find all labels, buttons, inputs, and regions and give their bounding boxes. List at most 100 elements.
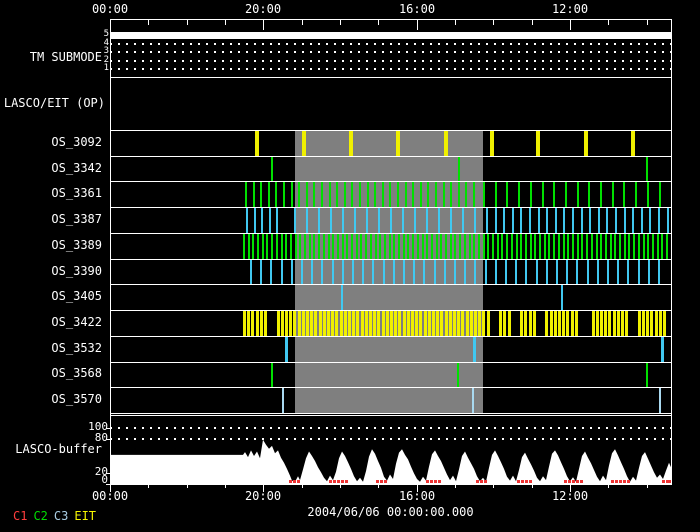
event-mark xyxy=(248,233,250,259)
event-mark xyxy=(268,182,270,208)
tm-submode-value-bar xyxy=(110,31,671,39)
event-mark xyxy=(264,311,267,336)
row-divider xyxy=(110,207,672,209)
event-mark xyxy=(572,233,574,259)
event-mark xyxy=(650,311,653,336)
event-mark xyxy=(282,388,284,413)
event-mark xyxy=(301,259,303,285)
event-mark xyxy=(474,208,476,233)
event-mark xyxy=(544,233,546,259)
event-mark xyxy=(370,233,372,259)
event-mark xyxy=(346,233,348,259)
event-mark xyxy=(597,259,599,285)
event-mark xyxy=(374,182,376,208)
event-mark xyxy=(444,131,448,156)
buffer-red-mark xyxy=(572,480,575,483)
event-mark xyxy=(412,182,414,208)
event-mark xyxy=(625,311,628,336)
time-label-bottom: 00:00 xyxy=(91,489,129,503)
event-mark xyxy=(247,311,250,336)
event-mark xyxy=(628,233,630,259)
event-mark xyxy=(295,233,297,259)
event-mark xyxy=(490,131,494,156)
event-mark xyxy=(306,208,308,233)
event-mark xyxy=(598,208,600,233)
event-mark xyxy=(561,285,563,311)
buffer-red-mark xyxy=(289,480,292,483)
event-mark xyxy=(659,311,662,336)
event-mark xyxy=(450,182,452,208)
event-mark xyxy=(612,182,614,208)
time-label-bottom: 12:00 xyxy=(551,489,589,503)
buffer-red-mark xyxy=(525,480,528,483)
row-divider xyxy=(110,155,672,157)
event-mark xyxy=(659,388,661,413)
event-mark xyxy=(327,311,330,336)
time-label-top: 20:00 xyxy=(244,2,282,16)
shaded-time-region xyxy=(295,130,483,414)
plot-left-edge xyxy=(110,19,111,485)
event-mark xyxy=(419,311,422,336)
event-mark xyxy=(483,233,485,259)
tm-submode-scale-label: 4 xyxy=(103,37,109,48)
event-mark xyxy=(478,311,481,336)
event-mark xyxy=(299,233,301,259)
event-mark xyxy=(655,311,658,336)
event-mark xyxy=(291,259,293,285)
event-mark xyxy=(575,311,578,336)
buffer-red-mark xyxy=(568,480,571,483)
event-mark xyxy=(530,233,532,259)
event-mark xyxy=(473,233,475,259)
event-mark xyxy=(290,233,292,259)
event-mark xyxy=(415,311,418,336)
tm-submode-gridline xyxy=(110,68,671,70)
event-mark xyxy=(482,311,485,336)
event-mark xyxy=(558,311,561,336)
time-tick-bottom xyxy=(378,484,379,488)
event-mark xyxy=(501,233,503,259)
event-mark xyxy=(469,233,471,259)
event-mark xyxy=(323,311,326,336)
event-mark xyxy=(309,233,311,259)
event-mark xyxy=(281,259,283,285)
event-mark xyxy=(271,362,273,388)
event-mark xyxy=(485,259,487,285)
event-mark xyxy=(402,208,404,233)
event-mark xyxy=(621,311,624,336)
event-mark xyxy=(474,259,476,285)
panel-divider xyxy=(110,413,672,414)
time-label-top: 16:00 xyxy=(398,2,436,16)
event-mark xyxy=(422,233,424,259)
event-mark xyxy=(592,311,595,336)
event-mark xyxy=(252,233,254,259)
event-mark xyxy=(624,233,626,259)
event-mark xyxy=(503,311,506,336)
event-mark xyxy=(610,233,612,259)
buffer-red-mark xyxy=(329,480,332,483)
event-mark xyxy=(260,311,263,336)
event-mark xyxy=(663,311,666,336)
event-mark xyxy=(366,208,368,233)
event-mark xyxy=(243,311,246,336)
event-mark xyxy=(365,311,368,336)
event-mark xyxy=(577,233,579,259)
event-mark xyxy=(342,233,344,259)
event-mark xyxy=(600,233,602,259)
event-mark xyxy=(275,182,277,208)
event-mark xyxy=(657,233,659,259)
event-mark xyxy=(302,131,306,156)
buffer-red-mark xyxy=(627,480,630,483)
event-mark xyxy=(615,208,617,233)
legend-c3: C3 xyxy=(53,509,69,523)
event-mark xyxy=(553,233,555,259)
lasco-buffer-label: LASCO-buffer xyxy=(15,442,102,456)
event-mark xyxy=(243,233,245,259)
event-mark xyxy=(269,208,271,233)
event-mark xyxy=(426,208,428,233)
event-mark xyxy=(457,311,460,336)
event-mark xyxy=(652,233,654,259)
buffer-red-mark xyxy=(484,480,487,483)
event-mark xyxy=(321,259,323,285)
event-mark xyxy=(454,259,456,285)
